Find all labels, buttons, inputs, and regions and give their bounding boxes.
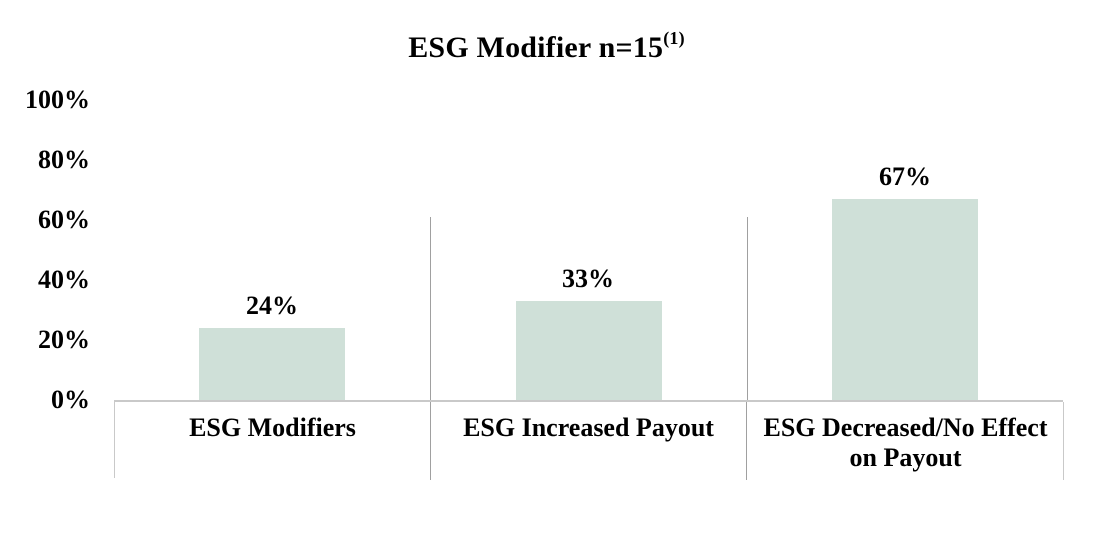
y-axis-tick-label: 60% (38, 205, 90, 234)
y-axis-tick-label: 40% (38, 265, 90, 294)
bar-value-label: 67% (879, 162, 931, 191)
y-axis-tick-label: 0% (51, 385, 90, 414)
x-axis-category-label: ESG Decreased/No Effect on Payout (748, 402, 1064, 480)
category-divider-line (747, 217, 748, 400)
chart-title-superscript: (1) (663, 28, 685, 48)
y-axis-tick-label: 100% (25, 85, 90, 114)
bar (199, 328, 345, 400)
x-axis-category-label: ESG Increased Payout (431, 402, 747, 480)
y-axis-tick-label: 80% (38, 145, 90, 174)
y-axis-tick-label: 20% (38, 325, 90, 354)
x-axis-label-strip: ESG Modifiers ESG Increased Payout ESG Dec… (114, 400, 1064, 480)
x-axis-category-label: ESG Modifiers (115, 402, 431, 480)
bar-value-label: 24% (246, 291, 298, 320)
bar (832, 199, 978, 400)
bar (516, 301, 662, 400)
chart-title-text: ESG Modifier n=15 (408, 31, 664, 64)
category-divider-line (430, 217, 431, 400)
chart-title: ESG Modifier n=15(1) (0, 28, 1093, 65)
bar-value-label: 33% (562, 264, 614, 293)
